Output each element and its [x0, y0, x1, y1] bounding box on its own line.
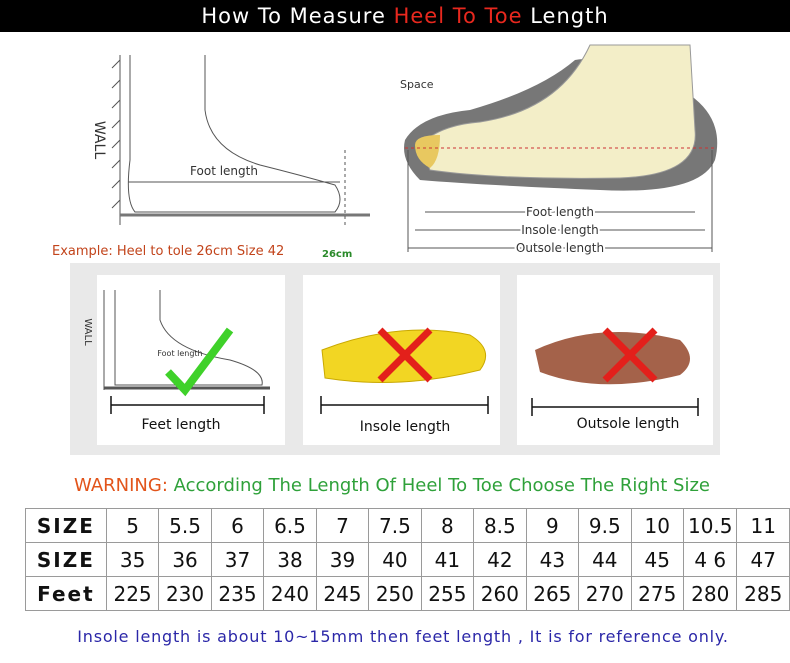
warning: WARNING: According The Length Of Heel To… [74, 475, 710, 496]
table-cell: 41 [420, 542, 475, 577]
table-row: SIZE 35 36 37 38 39 40 41 42 43 44 45 4 6 47 [25, 542, 790, 577]
table-cell: 44 [578, 542, 632, 577]
table-cell: 275 [630, 576, 685, 611]
panel-label: Insole length [360, 419, 450, 435]
table-cell: 35 [105, 542, 160, 577]
foot-length-label: Foot length [157, 349, 202, 358]
footer-note: Insole length is about 10~15mm then feet… [77, 627, 729, 646]
title-bar [0, 0, 790, 32]
size-table: SIZE 5 5.5 6 6.5 7 7.5 8 8.5 9 9.5 10 10.5 11 SIZE 35 36… [25, 508, 790, 611]
wall-label: WALL [82, 318, 93, 346]
table-cell: 235 [210, 576, 265, 611]
table-cell: 45 [630, 542, 685, 577]
table-cell: 7.5 [368, 508, 422, 543]
foot-length-label: Foot length [526, 205, 594, 219]
title-highlight: Heel To Toe [394, 4, 523, 28]
table-cell: 11 [736, 508, 790, 543]
table-cell: 38 [263, 542, 317, 577]
panel-label: Feet length [141, 417, 220, 433]
foot-length-label: Foot length [190, 164, 258, 178]
row-header: Feet [25, 576, 107, 611]
table-cell: 37 [210, 542, 265, 577]
table-row: Feet 225 230 235 240 245 250 255 260 265 270 275 280… [25, 576, 790, 611]
table-cell: 245 [315, 576, 370, 611]
table-cell: 40 [368, 542, 422, 577]
table-cell: 8 [420, 508, 475, 543]
table-cell: 47 [736, 542, 790, 577]
table-cell: 10 [630, 508, 685, 543]
table-cell: 270 [578, 576, 632, 611]
table-cell: 4 6 [682, 542, 738, 577]
warning-text: According The Length Of Heel To Toe Choo… [174, 475, 710, 496]
outsole-icon [535, 332, 690, 385]
table-cell: 255 [420, 576, 475, 611]
brackets [110, 396, 699, 416]
table-cell: 285 [736, 576, 790, 611]
table-cell: 5.5 [158, 508, 212, 543]
table-cell: 6.5 [263, 508, 317, 543]
table-cell: 280 [682, 576, 738, 611]
table-cell: 5 [105, 508, 160, 543]
example-text: Example: Heel to tole 26cm Size 42 [52, 244, 284, 259]
row-header: SIZE [25, 542, 107, 577]
table-cell: 10.5 [682, 508, 738, 543]
left-diagram [111, 55, 370, 225]
table-cell: 7 [315, 508, 370, 543]
table-cell: 42 [473, 542, 527, 577]
table-cell: 225 [105, 576, 160, 611]
title-start: How To Measure [201, 4, 386, 28]
insole-length-label: Insole length [521, 223, 599, 237]
right-diagram [404, 44, 718, 252]
table-cell: 9.5 [578, 508, 632, 543]
cross-icon [602, 327, 658, 383]
table-cell: 250 [368, 576, 422, 611]
table-cell: 6 [210, 508, 265, 543]
table-cell: 265 [525, 576, 580, 611]
panel-label: Outsole length [577, 416, 680, 432]
outsole-length-label: Outsole length [516, 241, 604, 255]
table-cell: 230 [158, 576, 212, 611]
table-cell: 240 [263, 576, 317, 611]
wall-label: WALL [91, 121, 107, 159]
table-cell: 260 [473, 576, 527, 611]
title-end: Length [530, 4, 608, 28]
mark-label: 26cm [322, 249, 352, 260]
panel [97, 275, 285, 445]
table-cell: 36 [158, 542, 212, 577]
check-icon [165, 327, 234, 397]
row-header: SIZE [25, 508, 107, 543]
warning-prefix: WARNING: [74, 475, 168, 496]
table-cell: 39 [315, 542, 370, 577]
table-row: SIZE 5 5.5 6 6.5 7 7.5 8 8.5 9 9.5 10 10.5 11 [25, 508, 790, 543]
table-cell: 9 [525, 508, 580, 543]
cross-icon [377, 327, 433, 383]
title: How To Measure Heel To Toe Length [201, 4, 608, 28]
table-cell: 43 [525, 542, 580, 577]
table-cell: 8.5 [473, 508, 527, 543]
space-label: Space [400, 78, 434, 91]
